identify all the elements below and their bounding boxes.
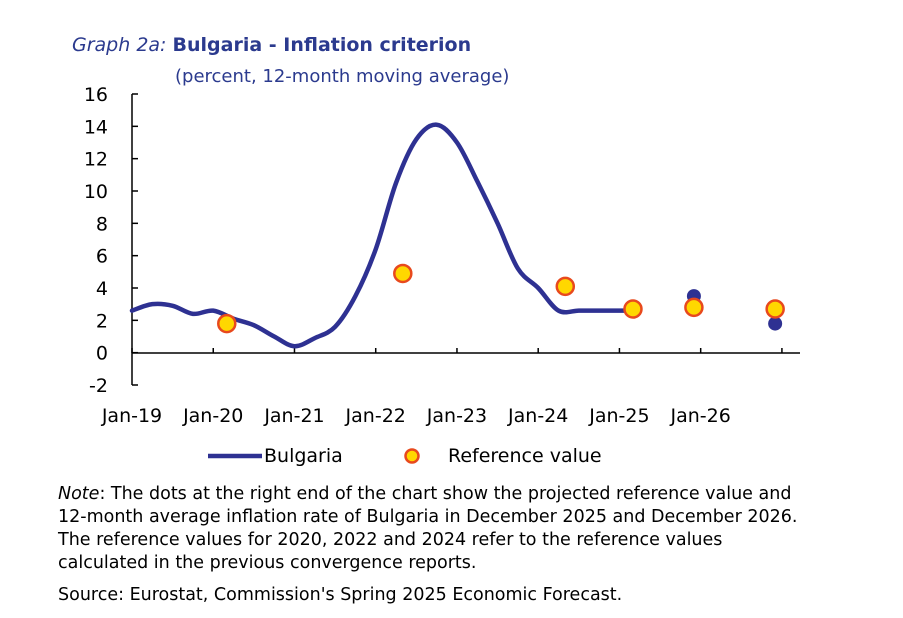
chart-note: Note: The dots at the right end of the c… [58, 483, 818, 575]
reference-value-point [623, 299, 643, 319]
chart-source: Source: Eurostat, Commission's Spring 20… [58, 585, 623, 605]
y-tick-label: 12 [84, 149, 108, 171]
bulgaria-line [129, 122, 636, 349]
x-tick-label: Jan-20 [182, 405, 243, 427]
y-tick-label: 0 [96, 343, 108, 365]
x-tick-label: Jan-26 [670, 405, 731, 427]
x-tick-label: Jan-22 [345, 405, 406, 427]
y-tick-label: 10 [84, 181, 108, 203]
y-tick-label: 4 [96, 278, 108, 300]
graph-label: Graph 2a: [72, 34, 167, 56]
y-tick-label: 16 [84, 84, 108, 106]
reference-value-point [217, 313, 237, 334]
y-tick-label: -2 [89, 375, 108, 397]
x-tick-label: Jan-24 [507, 405, 568, 427]
reference-value-point [684, 297, 704, 318]
graph-title: Bulgaria - Inflation criterion [172, 34, 472, 56]
x-tick-label: Jan-25 [588, 405, 649, 427]
x-tick-label: Jan-23 [426, 405, 487, 427]
legend-bulgaria-label: Bulgaria [264, 445, 343, 467]
y-tick-label: 14 [84, 116, 108, 138]
reference-value-point [393, 263, 413, 284]
chart-title: Graph 2a: Bulgaria - Inflation criterion [72, 34, 471, 56]
note-text: : The dots at the right end of the chart… [58, 484, 798, 573]
inflation-chart: -2 0 2 4 6 8 10 12 14 16 Jan-19 Jan-20 Jan-21 Jan-22 J… [84, 84, 800, 467]
x-tick-label: Jan-19 [101, 405, 162, 427]
bulgaria-projection-point [768, 316, 783, 331]
reference-value-point [555, 276, 576, 297]
legend-reference-label: Reference value [448, 445, 602, 467]
note-label: Note [58, 484, 100, 504]
reference-value-point [765, 299, 785, 319]
y-tick-label: 6 [96, 246, 108, 268]
y-tick-label: 8 [96, 213, 108, 235]
chart-subtitle: (percent, 12-month moving average) [175, 66, 510, 87]
y-tick-label: 2 [96, 310, 108, 332]
x-tick-label: Jan-21 [263, 405, 324, 427]
legend-reference-swatch [404, 448, 420, 464]
